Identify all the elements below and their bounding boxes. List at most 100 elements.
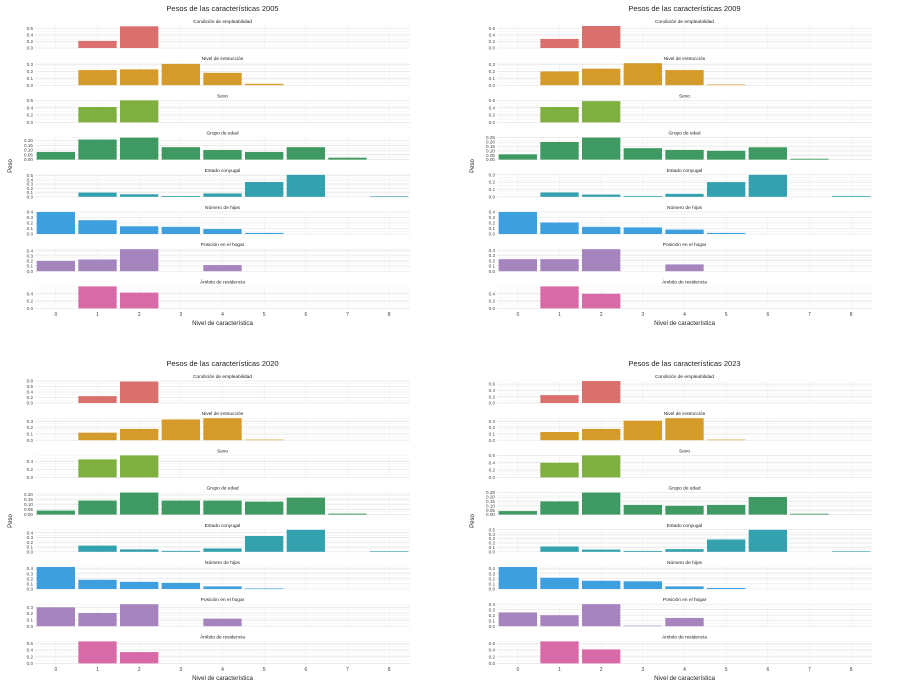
y-tick-label: 0.2: [27, 113, 34, 118]
bar: [203, 150, 242, 160]
y-tick-label: 0.1: [489, 264, 496, 269]
y-tick-label: 0.2: [489, 69, 496, 74]
bar: [286, 497, 325, 515]
x-tick-label: 2: [600, 312, 603, 318]
bar: [498, 567, 537, 589]
y-tick-label: 0.2: [489, 425, 496, 430]
bar: [161, 147, 200, 160]
bar: [161, 226, 200, 234]
chart-svg: Pesos de las características 2023 Condici…: [470, 359, 872, 682]
bar: [78, 192, 117, 197]
facet-panel: Grupo de edad 0.000.050.100.150.20: [24, 486, 410, 517]
facet-title: Condición de empleabilidad: [655, 374, 714, 380]
chart-2020: Pesos de las características 2020 Condici…: [0, 355, 460, 690]
y-tick-label: 0.0: [27, 587, 34, 592]
x-tick-label: 7: [346, 312, 349, 318]
y-tick-label: 0.2: [489, 258, 496, 263]
y-tick-label: 0.1: [27, 581, 34, 586]
y-tick-label: 0.1: [27, 264, 34, 269]
x-tick-label: 3: [179, 312, 182, 318]
bar: [623, 148, 662, 160]
y-tick-label: 0.4: [27, 210, 34, 215]
bar: [161, 195, 200, 197]
bar: [120, 100, 159, 123]
x-tick-label: 0: [516, 667, 519, 673]
y-tick-label: 0.4: [489, 210, 496, 215]
bar: [540, 142, 579, 160]
facet-title: Estado conyugal: [205, 168, 240, 174]
x-tick-label: 6: [304, 312, 307, 318]
y-tick-label: 0.2: [489, 299, 496, 304]
bar: [540, 432, 579, 441]
y-tick-label: 0.1: [27, 226, 34, 231]
facet-title: Condición de empleabilidad: [655, 19, 714, 25]
bar: [78, 139, 117, 160]
y-tick-label: 0.0: [489, 120, 496, 125]
x-tick-label: 2: [600, 667, 603, 673]
bar: [120, 26, 159, 48]
facet-panel: Nivel de instrucción 0.0 0.1 0.2 0.3: [489, 56, 872, 88]
y-tick-label: 0.4: [27, 566, 34, 571]
facet-panel: Posición en el hogar 0.00.1 0.20.3: [27, 597, 410, 629]
bar: [582, 580, 621, 589]
y-tick-label: 0.4: [489, 566, 496, 571]
bar: [623, 63, 662, 86]
y-tick-label: 0.4: [27, 105, 34, 110]
bar: [540, 222, 579, 234]
facet-panel: Ámbito de residencia 0.0 0.20.4 0.6: [489, 633, 872, 666]
y-tick-label: 0.1: [489, 187, 496, 192]
y-tick-label: 0.4: [27, 459, 34, 464]
y-tick-label: 0.15: [24, 143, 33, 148]
y-tick-label: 0.20: [24, 138, 33, 143]
y-tick-label: 0.2: [27, 186, 34, 191]
bar: [203, 193, 242, 197]
y-tick-label: 0.4: [27, 33, 34, 38]
bar: [582, 381, 621, 403]
bar: [78, 545, 117, 552]
bar: [78, 641, 117, 664]
y-tick-label: 0.1: [27, 190, 34, 195]
facet-title: Número de hijos: [205, 560, 241, 566]
y-tick-label: 0.0: [489, 401, 496, 406]
facet-panel: Posición en el hogar 0.00.10.20.30.4: [27, 242, 410, 274]
y-tick-label: 0.0: [489, 624, 496, 629]
chart-title: Pesos de las características 2005: [166, 4, 278, 13]
bar: [203, 265, 242, 272]
bar: [832, 196, 871, 197]
y-tick-label: 0.3: [489, 607, 496, 612]
y-tick-label: 0.3: [489, 253, 496, 258]
bar: [665, 549, 704, 552]
bar: [245, 501, 284, 515]
bar: [78, 70, 117, 86]
bar: [540, 38, 579, 48]
facet-panel: Estado conyugal 0.00.10.20.30.40.5: [27, 168, 410, 199]
y-tick-label: 0.4: [27, 530, 34, 535]
y-tick-label: 0.00: [24, 157, 33, 162]
bar: [790, 513, 829, 515]
facet-panel: Estado conyugal 0.0 0.1 0.2 0.3: [489, 168, 872, 199]
y-tick-label: 0.0: [27, 401, 34, 406]
y-tick-label: 0.3: [489, 419, 496, 424]
bar: [78, 459, 117, 478]
bar: [665, 617, 704, 627]
facet-title: Número de hijos: [667, 205, 703, 211]
bar: [665, 586, 704, 589]
bar: [582, 604, 621, 627]
facet-title: Número de hijos: [667, 560, 703, 566]
facet-panel: Posición en el hogar 0.00.10.20.30.4: [489, 242, 872, 274]
y-tick-label: 0.0: [27, 624, 34, 629]
y-tick-label: 0.2: [489, 394, 496, 399]
y-tick-label: 0.3: [489, 62, 496, 67]
facet-panel: Estado conyugal 0.00.10.20.30.4: [27, 523, 410, 554]
x-tick-label: 5: [263, 312, 266, 318]
x-tick-label: 6: [304, 667, 307, 673]
y-tick-label: 0.00: [486, 512, 495, 517]
facet-panel: Sexo 0.0 0.2 0.4 0.6: [27, 93, 410, 125]
y-tick-label: 0.10: [24, 148, 33, 153]
bar: [582, 428, 621, 441]
bar: [36, 151, 75, 160]
bar: [161, 582, 200, 589]
bar: [665, 418, 704, 441]
